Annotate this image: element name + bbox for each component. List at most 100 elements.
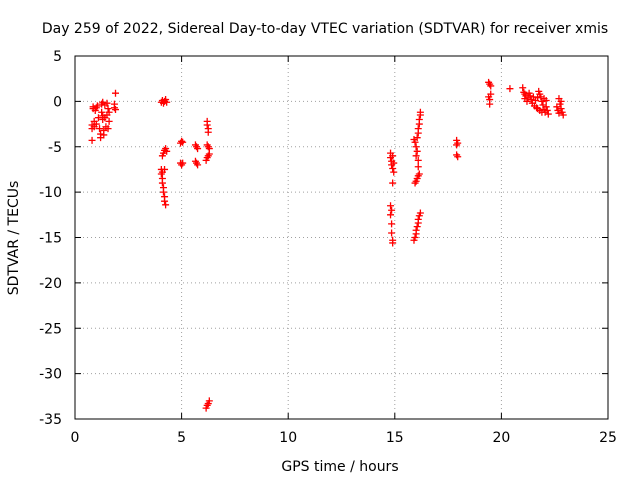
data-point <box>526 92 534 100</box>
data-point <box>390 159 398 167</box>
data-point <box>544 110 552 118</box>
data-point <box>179 138 187 146</box>
data-point <box>519 84 527 92</box>
data-point <box>163 98 171 106</box>
data-point <box>387 202 395 210</box>
data-point <box>98 108 106 116</box>
data-point <box>416 108 424 116</box>
data-point <box>486 100 494 108</box>
data-point <box>88 136 96 144</box>
data-point <box>538 108 546 116</box>
data-point <box>161 197 169 205</box>
data-point <box>413 147 421 155</box>
y-tick-label: -15 <box>39 231 62 247</box>
data-point <box>411 234 419 241</box>
data-point <box>390 168 398 176</box>
data-point <box>413 134 421 142</box>
y-tick-label: -10 <box>39 185 62 201</box>
y-tick-label: -20 <box>39 276 62 292</box>
x-tick-label: 20 <box>492 430 510 446</box>
x-tick-label: 10 <box>279 430 297 446</box>
data-point <box>389 152 397 160</box>
grid-lines <box>75 56 608 419</box>
data-point <box>89 103 97 111</box>
data-point <box>416 209 424 217</box>
data-point <box>92 120 100 128</box>
data-point <box>414 125 422 133</box>
data-point <box>557 105 565 113</box>
data-point <box>454 153 462 161</box>
data-point <box>161 165 169 173</box>
x-tick-label: 15 <box>386 430 404 446</box>
data-point <box>411 138 419 146</box>
data-point <box>389 239 397 247</box>
data-point <box>543 106 551 114</box>
data-point <box>388 206 396 214</box>
data-point <box>555 109 563 117</box>
data-point <box>100 126 108 134</box>
data-point <box>194 145 202 153</box>
data-point <box>388 220 396 228</box>
data-point <box>542 103 550 111</box>
data-point <box>414 156 422 164</box>
data-point <box>388 229 396 237</box>
data-point <box>94 114 102 122</box>
plot-frame <box>74 55 609 420</box>
data-point <box>412 226 420 234</box>
data-point <box>523 97 531 105</box>
data-point <box>487 82 495 90</box>
data-point <box>415 116 423 124</box>
data-point <box>389 165 397 173</box>
data-point <box>534 105 542 113</box>
data-point <box>506 85 514 93</box>
data-point <box>389 179 397 187</box>
data-point <box>414 215 422 223</box>
data-point <box>159 188 167 196</box>
data-point <box>105 117 113 125</box>
data-point <box>414 163 422 171</box>
y-tick-label: -35 <box>39 412 62 428</box>
data-point <box>96 125 104 133</box>
chart-title: Day 259 of 2022, Sidereal Day-to-day VTE… <box>42 21 608 37</box>
data-point <box>194 161 202 169</box>
data-point <box>487 90 495 98</box>
data-point <box>205 397 213 405</box>
data-point <box>534 94 542 102</box>
x-tick-label: 25 <box>599 430 617 446</box>
y-axis-label: SDTVAR / TECUs <box>6 181 22 296</box>
ticks-layer: 0 5 10 15 20 25 5 0 -5 -10 -15 -20 -25 -30 -35 <box>39 49 617 446</box>
data-point <box>103 99 111 107</box>
data-point <box>97 130 105 138</box>
x-tick-label: 5 <box>177 430 186 446</box>
y-tick-label: -25 <box>39 321 62 337</box>
data-point <box>205 150 213 158</box>
data-point <box>163 147 171 155</box>
x-axis-label: GPS time / hours <box>281 459 398 475</box>
data-point <box>415 170 423 178</box>
data-point <box>559 111 567 119</box>
data-point <box>453 141 461 149</box>
data-point <box>105 108 113 116</box>
x-tick-label: 0 <box>71 430 80 446</box>
data-point <box>179 159 187 167</box>
points-layer <box>88 78 567 412</box>
y-tick-label: -5 <box>48 140 62 156</box>
data-point <box>162 201 170 209</box>
data-point <box>93 102 101 110</box>
y-tick-label: 5 <box>53 49 62 65</box>
data-point <box>158 179 166 187</box>
data-point <box>112 106 120 114</box>
data-point <box>112 89 120 97</box>
y-tick-label: 0 <box>53 94 62 110</box>
data-point <box>557 97 565 105</box>
data-point <box>203 121 211 129</box>
data-point <box>204 128 212 136</box>
data-point <box>104 125 112 133</box>
data-point <box>178 137 186 145</box>
data-point <box>412 143 420 151</box>
data-point <box>412 152 420 160</box>
data-point <box>542 96 550 104</box>
data-point <box>104 105 112 113</box>
data-point <box>529 93 537 101</box>
